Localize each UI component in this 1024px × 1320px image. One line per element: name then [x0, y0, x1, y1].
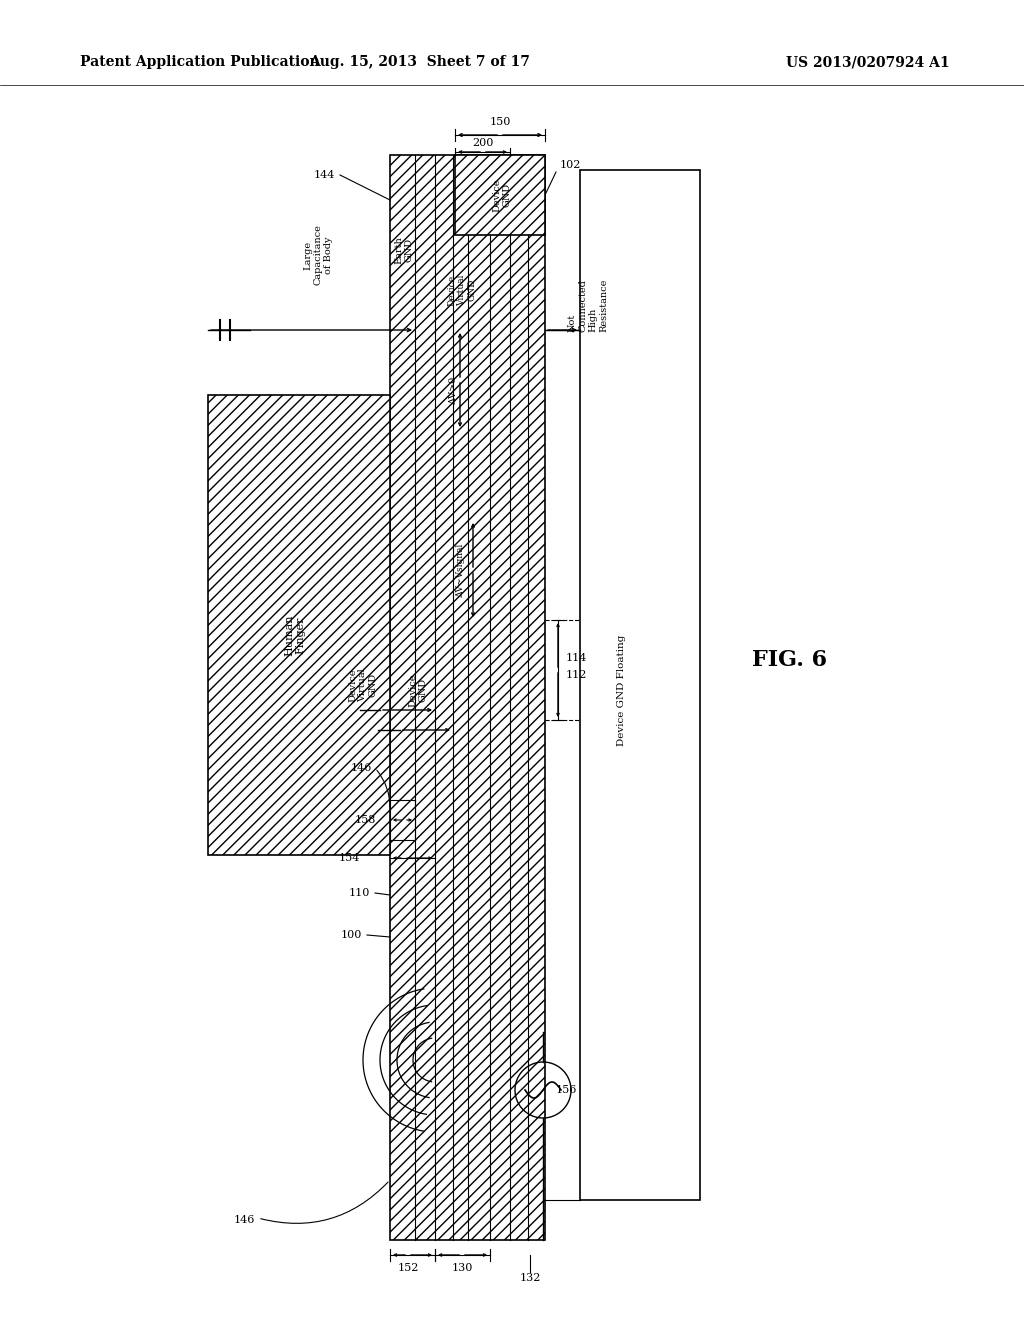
Text: Large
Capacitance
of Body: Large Capacitance of Body — [303, 224, 333, 285]
Text: 112: 112 — [566, 671, 588, 680]
Text: 146: 146 — [350, 763, 372, 774]
Bar — [580, 170, 700, 1200]
Text: Device
GND: Device GND — [409, 673, 428, 706]
Text: 154: 154 — [339, 853, 360, 863]
Text: 114: 114 — [566, 653, 588, 663]
Text: ΔV~Vsignal: ΔV~Vsignal — [456, 543, 465, 597]
Text: 130: 130 — [452, 1263, 473, 1272]
Text: Not
Connected
High
Resistance: Not Connected High Resistance — [568, 279, 608, 331]
Bar — [390, 154, 545, 1239]
Text: FIG. 6: FIG. 6 — [753, 649, 827, 671]
Text: 100: 100 — [341, 931, 362, 940]
Text: Patent Application Publication: Patent Application Publication — [80, 55, 319, 69]
Text: Device
Virtual
GND: Device Virtual GND — [348, 668, 378, 702]
Text: Earth
GND: Earth GND — [394, 236, 414, 264]
Text: US 2013/0207924 A1: US 2013/0207924 A1 — [786, 55, 950, 69]
Text: 156: 156 — [556, 1085, 578, 1096]
Text: Device GND Floating: Device GND Floating — [617, 635, 627, 746]
Text: 102: 102 — [560, 160, 582, 170]
Text: 110: 110 — [348, 888, 370, 898]
Text: 144: 144 — [313, 170, 335, 180]
Text: ΔV>0: ΔV>0 — [449, 376, 458, 404]
Text: 152: 152 — [397, 1263, 419, 1272]
Text: Device
GND: Device GND — [493, 178, 512, 211]
Text: 132: 132 — [519, 1272, 541, 1283]
Text: 158: 158 — [354, 814, 376, 825]
Text: 150: 150 — [489, 117, 511, 127]
Text: Device
Virtual
GND: Device Virtual GND — [447, 275, 477, 306]
Bar — [208, 395, 390, 855]
Text: 200: 200 — [472, 139, 494, 148]
Text: Human
Finger: Human Finger — [285, 614, 306, 656]
Text: 146: 146 — [233, 1214, 255, 1225]
Bar — [455, 154, 545, 235]
Text: Aug. 15, 2013  Sheet 7 of 17: Aug. 15, 2013 Sheet 7 of 17 — [309, 55, 530, 69]
